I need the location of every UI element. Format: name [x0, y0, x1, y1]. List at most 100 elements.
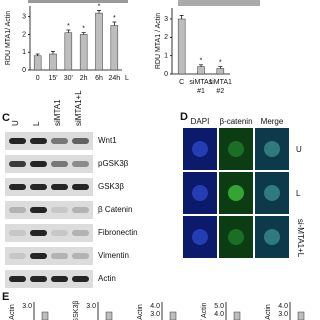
y-tick-label: 1: [22, 49, 26, 56]
blot-band: [72, 276, 89, 282]
y-tick-label: 2: [22, 31, 26, 38]
column-label: DAPI: [191, 117, 210, 126]
cell: [228, 141, 244, 157]
column-label: β-catenin: [219, 117, 252, 126]
x-tick-label: 24h: [108, 75, 120, 82]
blot-band: [51, 230, 68, 236]
bar: [79, 34, 88, 71]
y-tick-label: 0: [22, 67, 26, 74]
bar: [49, 53, 57, 71]
x-tick-label: 0: [36, 75, 40, 82]
bar-stub: [169, 311, 177, 320]
cell: [264, 141, 280, 157]
blot-band: [72, 184, 89, 190]
blot-strip: [5, 178, 93, 196]
blot-band: [9, 276, 26, 282]
bar: [177, 18, 186, 75]
blot-band: [51, 161, 68, 167]
y-axis-label: Actin: [265, 304, 272, 320]
cell: [264, 229, 280, 245]
blot-band: [72, 253, 89, 259]
y-tick-label: 2: [164, 34, 168, 41]
row-label: Actin: [98, 274, 116, 283]
column-label: siMTA1: [53, 99, 62, 126]
y-tick-label: 0: [164, 71, 168, 78]
cropped-band: [178, 0, 260, 6]
x-tick-label: 2h: [80, 75, 88, 82]
y-tick-label: 4.0: [214, 311, 224, 318]
cell: [192, 229, 208, 245]
blot-band: [72, 230, 89, 236]
x-tick-label: siMTA1 #1: [189, 79, 212, 95]
blot-band: [30, 207, 47, 213]
blot-band: [9, 230, 26, 236]
blot-band: [9, 253, 26, 259]
x-tick-label: 15': [48, 75, 57, 82]
column-label: L: [32, 121, 41, 126]
y-tick-label: 5.0: [214, 303, 224, 310]
blot-band: [30, 276, 47, 282]
y-tick-label: 3: [22, 14, 26, 21]
y-tick-label: 4.0: [278, 303, 288, 310]
row-label: Wnt1: [98, 136, 117, 145]
blot-band: [9, 207, 26, 213]
cell: [228, 229, 244, 245]
x-tick-label: C: [179, 79, 184, 86]
y-axis-label: Actin: [9, 304, 16, 320]
significance: *: [219, 60, 222, 67]
significance: *: [82, 26, 85, 33]
y-tick-label: 1: [164, 53, 168, 60]
cell: [228, 185, 244, 201]
bar: [216, 68, 225, 75]
blot-strip: [5, 224, 93, 242]
y-tick-label: 3.0: [22, 303, 32, 310]
significance: *: [200, 58, 203, 65]
blot-band: [51, 138, 68, 144]
significance: *: [67, 23, 70, 30]
y-tick-label: 3.0: [150, 311, 160, 318]
blot-band: [30, 184, 47, 190]
row-label: GSK3β: [98, 182, 124, 191]
column-label: siMTA1+L: [74, 90, 83, 126]
blot-band: [30, 138, 47, 144]
blot-band: [9, 138, 26, 144]
y-tick-label: 4.0: [150, 303, 160, 310]
blot-band: [51, 184, 68, 190]
y-axis-label: / Actin: [201, 302, 208, 320]
row-label: si-MTA1+L: [296, 219, 305, 258]
y-tick-label: 3: [164, 16, 168, 23]
blot-band: [30, 230, 47, 236]
y-axis-label: GSK3β: [73, 301, 80, 320]
y-tick-label: 3.0: [278, 311, 288, 318]
row-label: L: [296, 189, 301, 198]
row-label: β Catenin: [98, 205, 132, 214]
bar-stub: [233, 311, 241, 320]
y-axis-label: Actin: [137, 304, 144, 320]
panel-label: E: [2, 291, 9, 303]
bar: [110, 25, 119, 71]
significance: *: [113, 15, 116, 22]
bar: [33, 55, 42, 71]
panel-label: C: [2, 112, 10, 124]
blot-band: [51, 207, 68, 213]
x-tick-label: 6h: [95, 75, 103, 82]
x-tick-label: L: [125, 75, 129, 82]
blot-strip: [5, 201, 93, 219]
blot-band: [9, 184, 26, 190]
bar: [197, 66, 205, 75]
blot-strip: [5, 270, 93, 288]
blot-band: [72, 207, 89, 213]
blot-band: [72, 138, 89, 144]
column-label: Merge: [261, 117, 284, 126]
blot-strip: [5, 132, 93, 150]
y-axis-label: RDU MTA1/ Actin: [5, 11, 12, 65]
blot-band: [30, 253, 47, 259]
bar-stub: [105, 311, 113, 320]
y-axis-label: RDU MTA1 / Actin: [155, 13, 162, 69]
cropped-band: [28, 0, 128, 3]
row-label: Vimentin: [98, 251, 129, 260]
blot-band: [51, 276, 68, 282]
cell: [264, 185, 280, 201]
y-tick-label: 3.0: [86, 303, 96, 310]
